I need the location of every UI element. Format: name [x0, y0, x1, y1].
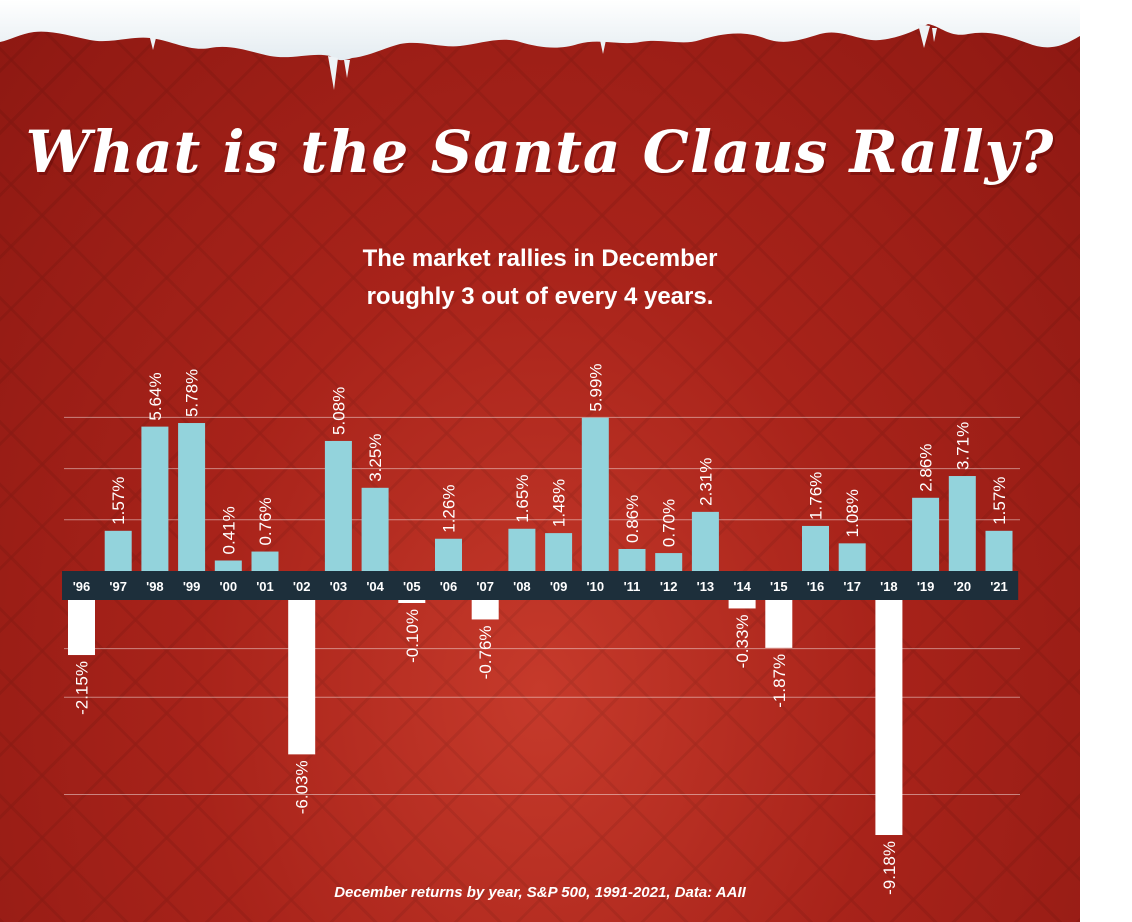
- x-tick-label-14: '10: [587, 579, 605, 594]
- bar-15: [618, 548, 646, 571]
- snow-icicles-icon: [0, 0, 1080, 90]
- x-tick-label-23: '19: [917, 579, 935, 594]
- data-label-25: 1.57%: [990, 477, 1009, 525]
- x-tick-label-17: '13: [697, 579, 715, 594]
- x-tick-label-20: '16: [807, 579, 825, 594]
- bar-24: [948, 476, 976, 571]
- x-tick-label-0: '96: [73, 579, 91, 594]
- x-tick-label-18: '14: [733, 579, 751, 594]
- data-label-3: 5.78%: [183, 369, 202, 417]
- bar-18: [728, 600, 756, 609]
- x-tick-label-13: '09: [550, 579, 568, 594]
- x-tick-label-15: '11: [624, 579, 641, 594]
- bar-4: [214, 560, 242, 571]
- chart-title: What is the Santa Claus Rally?: [25, 118, 1055, 186]
- chart-caption: December returns by year, S&P 500, 1991-…: [334, 884, 746, 901]
- bar-9: [398, 600, 426, 603]
- x-tick-label-12: '08: [513, 579, 531, 594]
- bar-8: [361, 487, 389, 571]
- data-label-2: 5.64%: [146, 372, 165, 420]
- data-label-9: -0.10%: [403, 609, 422, 663]
- data-label-12: 1.65%: [513, 475, 532, 523]
- bar-10: [435, 538, 462, 571]
- subtitle-line-2: roughly 3 out of every 4 years.: [366, 283, 714, 310]
- x-tick-label-10: '06: [440, 579, 458, 594]
- bar-chart: '96 '97 '98 '99 '00 '01 '02 '03 '04 '05 '06 '07 '08 '…: [62, 363, 1019, 895]
- bar-5: [251, 551, 279, 571]
- data-label-20: 1.76%: [807, 472, 826, 520]
- bar-17: [691, 511, 719, 571]
- data-label-24: 3.71%: [953, 422, 972, 470]
- bar-13: [545, 533, 573, 571]
- x-tick-label-24: '20: [954, 579, 972, 594]
- data-label-7: 5.08%: [329, 387, 348, 435]
- bar-3: [178, 423, 206, 571]
- data-label-23: 2.86%: [917, 444, 936, 492]
- bar-21: [838, 543, 866, 571]
- bar-2: [141, 426, 169, 571]
- x-tick-label-1: '97: [109, 579, 127, 594]
- data-label-22: -9.18%: [880, 841, 899, 895]
- bar-1: [104, 530, 132, 571]
- data-label-8: 3.25%: [366, 434, 385, 482]
- bar-7: [324, 440, 352, 571]
- x-tick-label-5: '01: [256, 579, 274, 594]
- bar-12: [508, 528, 536, 571]
- data-label-6: -6.03%: [293, 760, 312, 814]
- data-label-14: 5.99%: [586, 363, 605, 411]
- data-label-18: -0.33%: [733, 614, 752, 668]
- data-label-19: -1.87%: [770, 654, 789, 708]
- x-tick-label-9: '05: [403, 579, 421, 594]
- x-tick-label-8: '04: [366, 579, 384, 594]
- data-label-16: 0.70%: [660, 499, 679, 547]
- bar-11: [471, 600, 499, 620]
- poster: What is the Santa Claus Rally? The marke…: [0, 0, 1080, 922]
- bar-0: [68, 600, 95, 656]
- x-tick-label-4: '00: [220, 579, 238, 594]
- bar-6: [288, 600, 316, 755]
- x-tick-label-19: '15: [770, 579, 788, 594]
- bar-16: [655, 553, 683, 571]
- data-label-17: 2.31%: [696, 458, 715, 506]
- bar-25: [985, 530, 1013, 571]
- data-label-5: 0.76%: [256, 497, 275, 545]
- bar-19: [765, 600, 793, 648]
- bar-22: [875, 600, 903, 836]
- subtitle-line-1: The market rallies in December: [362, 245, 718, 272]
- data-label-15: 0.86%: [623, 495, 642, 543]
- x-tick-label-2: '98: [146, 579, 164, 594]
- data-label-10: 1.26%: [440, 485, 459, 533]
- bar-23: [912, 497, 940, 571]
- x-tick-label-21: '17: [843, 579, 861, 594]
- bar-14: [581, 417, 609, 571]
- bar-20: [802, 525, 829, 571]
- data-label-21: 1.08%: [843, 489, 862, 537]
- x-tick-label-6: '02: [293, 579, 311, 594]
- chart-subtitle: The market rallies in December roughly 3…: [0, 240, 1080, 316]
- x-tick-label-11: '07: [476, 579, 494, 594]
- x-tick-label-3: '99: [183, 579, 201, 594]
- x-tick-label-22: '18: [880, 579, 898, 594]
- data-label-4: 0.41%: [219, 506, 238, 554]
- x-tick-label-25: '21: [990, 579, 1008, 594]
- x-tick-label-7: '03: [330, 579, 348, 594]
- data-label-1: 1.57%: [109, 477, 128, 525]
- x-tick-label-16: '12: [660, 579, 678, 594]
- data-label-0: -2.15%: [73, 661, 92, 715]
- data-label-11: -0.76%: [476, 625, 495, 679]
- x-axis-band: [62, 571, 1019, 600]
- data-label-13: 1.48%: [550, 479, 569, 527]
